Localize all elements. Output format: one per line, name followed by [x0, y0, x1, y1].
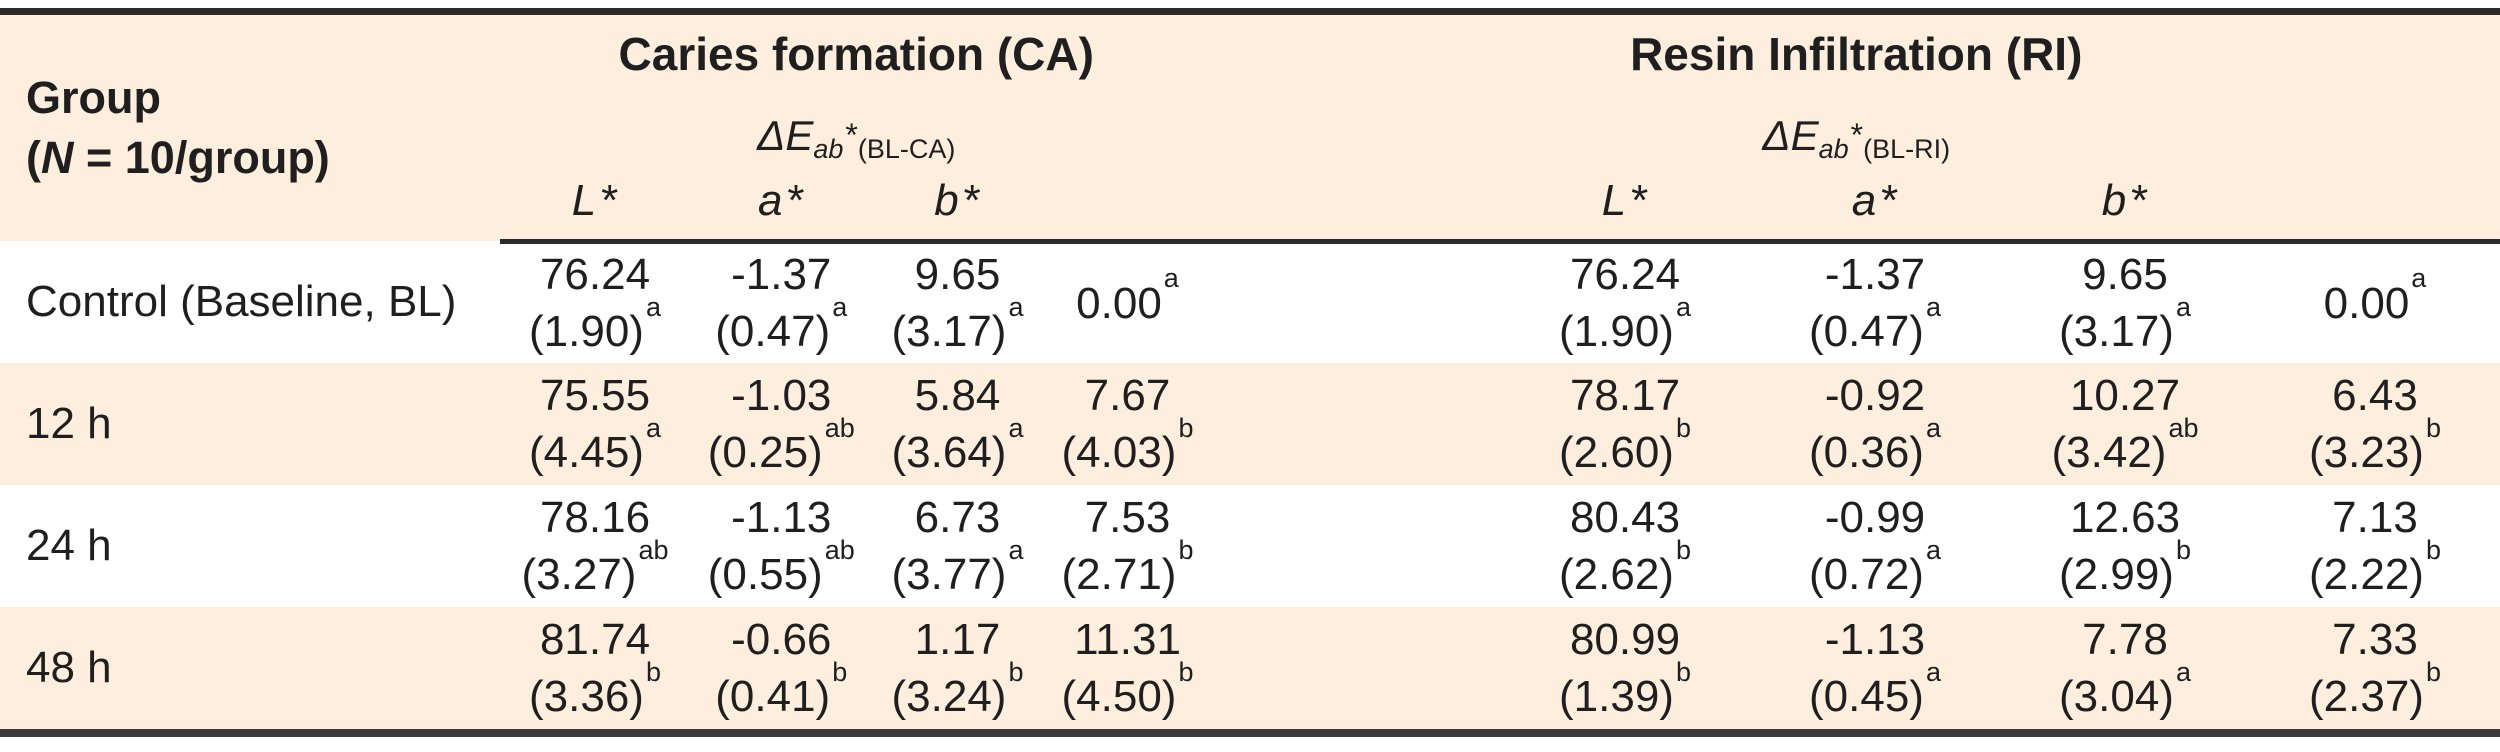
group-column-header: Group (N = 10/group): [0, 15, 500, 241]
cell-ca-delta-e: 0.00a: [1076, 263, 1179, 328]
cell-ca-bstar: 5.84 (3.64)a: [872, 363, 1043, 485]
subheader-ca-astar: a *: [690, 169, 873, 244]
delta-e-header-ri: ΔEab*(BL-RI): [1212, 103, 2500, 169]
cell-ca-delta-e: 11.31 (4.50)b: [1042, 607, 1213, 729]
subheader-ri-delta-blank: [2250, 169, 2500, 244]
row-label: 24 h: [26, 521, 112, 570]
cell-ri-astar: -1.13 (0.45)a: [1750, 607, 2000, 729]
cell-ca-delta-e: 7.53 (2.71)b: [1061, 493, 1194, 599]
cell-ca-bstar: 6.73 (3.77)a: [891, 493, 1024, 599]
delta-e-header-ca: ΔEab*(BL-CA): [500, 103, 1213, 169]
table-row-control: Control (Baseline, BL) 76.24 (1.90)a -1.3…: [0, 241, 2500, 363]
cielab-results-table: Group (N = 10/group) Caries formation (C…: [0, 15, 2500, 729]
cell-ca-astar: -1.03 (0.25)ab: [690, 363, 873, 485]
column-spacer: [1212, 363, 1500, 485]
subheader-ri-bstar: b *: [2000, 169, 2250, 244]
cell-ri-lstar: 80.99 (1.39)b: [1500, 607, 1750, 729]
subheader-ca-bstar: b *: [872, 169, 1043, 244]
cell-ri-delta-e: 0.00a: [2323, 263, 2427, 328]
subheader-ri-lstar: L *: [1500, 169, 1750, 244]
table-row-24h: 24 h 78.16 (3.27)ab -1.13 (0.55)ab 6.73 (3.…: [0, 485, 2500, 607]
cell-ca-astar: -0.66 (0.41)b: [690, 607, 873, 729]
row-label: 48 h: [0, 607, 500, 729]
top-rule: [0, 8, 2500, 15]
cell-ca-lstar: 81.74 (3.36)b: [500, 607, 690, 729]
group-title-resin-infiltration: Resin Infiltration (RI): [1212, 15, 2500, 103]
cell-ri-astar: -0.99 (0.72)a: [1809, 493, 1941, 599]
cell-ca-astar: -1.37 (0.47)a: [715, 250, 848, 357]
row-label: 12 h: [0, 363, 500, 485]
cell-ca-lstar: 75.55 (4.45)a: [500, 363, 690, 485]
cell-ri-delta-e: 7.33 (2.37)b: [2250, 607, 2500, 729]
subheader-ca-delta-blank: [1042, 169, 1213, 244]
cell-ca-bstar: 1.17 (3.24)b: [872, 607, 1043, 729]
cell-ri-delta-e: 6.43 (3.23)b: [2250, 363, 2500, 485]
column-spacer: [1213, 485, 1501, 607]
table-header: Group (N = 10/group) Caries formation (C…: [0, 15, 2500, 244]
cell-ca-bstar: 9.65 (3.17)a: [891, 250, 1024, 357]
cell-ri-lstar: 76.24 (1.90)a: [1559, 250, 1691, 357]
table-body: Control (Baseline, BL) 76.24 (1.90)a -1.3…: [0, 241, 2500, 729]
cell-ri-lstar: 78.17 (2.60)b: [1500, 363, 1750, 485]
cell-ri-astar: -0.92 (0.36)a: [1750, 363, 2000, 485]
table-row-12h: 12 h 75.55 (4.45)a -1.03 (0.25)ab 5.84 (3.6…: [0, 363, 2500, 485]
column-spacer: [1212, 607, 1500, 729]
cell-ri-bstar: 12.63 (2.99)b: [2059, 493, 2191, 599]
cell-ca-astar: -1.13 (0.55)ab: [707, 493, 855, 599]
table-row-48h: 48 h 81.74 (3.36)b -0.66 (0.41)b 1.17 (3.24…: [0, 607, 2500, 729]
cell-ri-astar: -1.37 (0.47)a: [1809, 250, 1941, 357]
group-header-title: Group: [26, 72, 161, 123]
cell-ri-lstar: 80.43 (2.62)b: [1559, 493, 1691, 599]
group-header-subtitle: (N = 10/group): [26, 132, 330, 183]
cell-ri-bstar: 7.78 (3.04)a: [2000, 607, 2250, 729]
bottom-rule: [0, 729, 2500, 737]
cell-ca-delta-e: 7.67 (4.03)b: [1042, 363, 1213, 485]
group-title-caries-formation: Caries formation (CA): [500, 15, 1213, 103]
subheader-ri-astar: a *: [1750, 169, 2000, 244]
cell-ri-bstar: 10.27 (3.42)ab: [2000, 363, 2250, 485]
column-spacer: [1212, 169, 1500, 244]
row-label: Control (Baseline, BL): [26, 277, 457, 326]
column-spacer: [1213, 241, 1501, 363]
cell-ri-delta-e: 7.13 (2.22)b: [2309, 493, 2441, 599]
cell-ca-lstar: 78.16 (3.27)ab: [521, 493, 669, 599]
cell-ri-bstar: 9.65 (3.17)a: [2059, 250, 2191, 357]
cell-ca-lstar: 76.24 (1.90)a: [529, 250, 661, 357]
subheader-ca-lstar: L *: [500, 169, 690, 244]
